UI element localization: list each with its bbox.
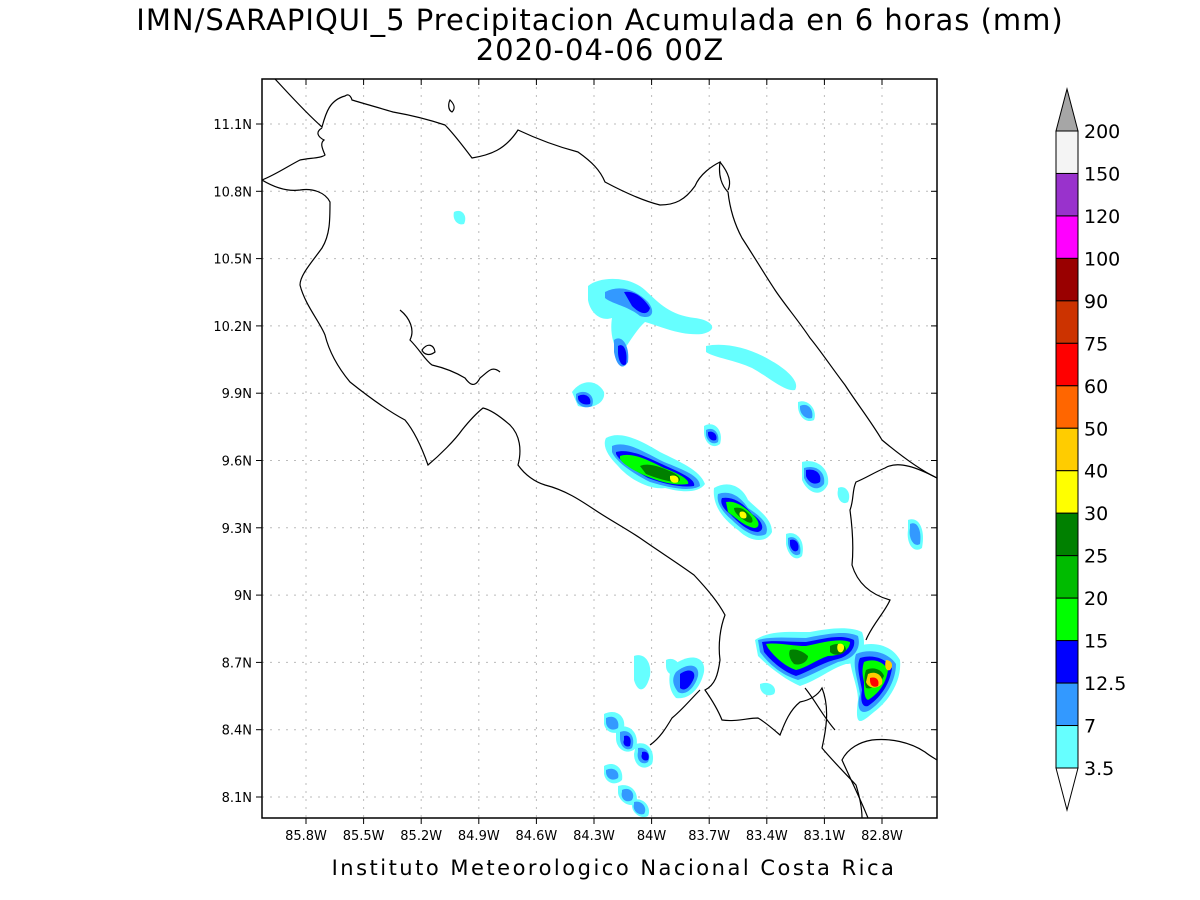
- legend-label: 3.5: [1084, 758, 1114, 780]
- precip-area: [634, 655, 651, 690]
- legend-under-arrow: [1055, 767, 1079, 812]
- precip-area: [909, 523, 921, 545]
- legend-over-arrow: [1055, 87, 1079, 132]
- color-legend: 200 150 120 100 90 75 60 50 40 30 25 20 15 12.5 7 3.5: [1055, 87, 1126, 812]
- legend-swatch: [1055, 725, 1079, 769]
- lat-tick-label: 11.1N: [213, 118, 252, 133]
- precip-area: [453, 210, 466, 225]
- lon-tick-label: 84W: [637, 829, 667, 844]
- legend-swatch: [1055, 215, 1079, 259]
- lon-tick-label: 82.8W: [861, 829, 903, 844]
- precip-area: [885, 660, 893, 671]
- precip-field: [453, 210, 924, 818]
- precip-area: [588, 278, 713, 355]
- precip-area: [870, 677, 879, 687]
- legend-label: 40: [1084, 461, 1108, 483]
- precip-area: [837, 487, 850, 504]
- legend-swatch: [1055, 130, 1079, 174]
- legend-swatch: [1055, 342, 1079, 387]
- lat-tick-label: 8.4N: [222, 724, 252, 739]
- lat-tick-label: 9.6N: [222, 455, 252, 470]
- legend-swatch: [1055, 512, 1079, 557]
- precip-area: [606, 716, 619, 730]
- precip-area: [766, 640, 850, 670]
- lon-tick-label: 84.9W: [458, 829, 500, 844]
- precip-area: [789, 649, 808, 665]
- map-title: IMN/SARAPIQUI_5 Precipitacion Acumulada …: [136, 3, 1064, 37]
- legend-label: 7: [1084, 716, 1096, 738]
- precip-area: [621, 788, 634, 802]
- legend-swatch: [1055, 470, 1079, 514]
- legend-swatch: [1055, 300, 1079, 344]
- lat-tick-label: 10.8N: [213, 185, 252, 200]
- precip-area: [706, 344, 797, 391]
- legend-swatch: [1055, 172, 1079, 217]
- precip-area: [578, 394, 591, 405]
- lat-tick-label: 10.5N: [213, 253, 252, 268]
- legend-swatch: [1055, 682, 1079, 727]
- map-gridlines: [262, 79, 937, 818]
- lon-tick-label: 85.2W: [400, 829, 442, 844]
- map-subtitle-datetime: 2020-04-06 00Z: [475, 33, 725, 67]
- legend-swatch: [1055, 555, 1079, 599]
- precip-area: [790, 539, 799, 552]
- legend-label: 50: [1084, 418, 1108, 440]
- lon-tick-label: 85.8W: [285, 829, 327, 844]
- precip-area: [680, 670, 695, 690]
- precip-area: [806, 469, 821, 484]
- legend-label: 25: [1084, 546, 1108, 568]
- lon-tick-label: 83.4W: [746, 829, 788, 844]
- precip-area: [760, 682, 776, 696]
- credit-line: Instituto Meteorologico Nacional Costa R…: [331, 856, 897, 880]
- lon-tick-label: 83.7W: [688, 829, 730, 844]
- legend-label: 120: [1084, 206, 1120, 228]
- legend-label: 20: [1084, 588, 1108, 610]
- precip-area: [633, 801, 646, 815]
- precip-area: [670, 475, 679, 483]
- legend-label: 90: [1084, 291, 1108, 313]
- legend-swatch: [1055, 597, 1079, 642]
- legend-swatch: [1055, 640, 1079, 684]
- axis-labels: 11.1N 10.8N 10.5N 10.2N 9.9N 9.6N 9.3N 9N 8.7N 8.…: [213, 79, 937, 844]
- legend-label: 150: [1084, 163, 1120, 185]
- lon-tick-label: 84.6W: [515, 829, 557, 844]
- precip-area: [837, 643, 845, 653]
- lon-tick-label: 83.1W: [803, 829, 845, 844]
- precip-area: [739, 511, 747, 519]
- lat-tick-label: 9N: [234, 589, 252, 604]
- legend-label: 100: [1084, 248, 1120, 270]
- legend-swatch: [1055, 257, 1079, 302]
- lat-tick-label: 10.2N: [213, 320, 252, 335]
- precip-area: [641, 751, 649, 761]
- lon-tick-label: 85.5W: [343, 829, 385, 844]
- precip-area: [624, 291, 650, 314]
- legend-label: 200: [1084, 121, 1120, 143]
- precip-area: [708, 431, 717, 441]
- legend-swatch: [1055, 427, 1079, 472]
- precip-area: [618, 345, 627, 366]
- precip-area: [606, 768, 619, 780]
- lat-tick-label: 9.9N: [222, 387, 252, 402]
- legend-label: 60: [1084, 376, 1108, 398]
- precip-area: [800, 404, 813, 419]
- legend-label: 75: [1084, 333, 1108, 355]
- precip-area: [666, 658, 681, 675]
- map-frame: [261, 78, 938, 819]
- legend-swatch: [1055, 385, 1079, 429]
- coastline: [262, 79, 937, 818]
- lon-tick-label: 84.3W: [573, 829, 615, 844]
- lat-tick-label: 9.3N: [222, 522, 252, 537]
- legend-label: 12.5: [1084, 673, 1126, 695]
- legend-label: 30: [1084, 503, 1108, 525]
- precip-area: [623, 735, 631, 747]
- lat-tick-label: 8.1N: [222, 791, 252, 806]
- lat-tick-label: 8.7N: [222, 656, 252, 671]
- legend-label: 15: [1084, 631, 1108, 653]
